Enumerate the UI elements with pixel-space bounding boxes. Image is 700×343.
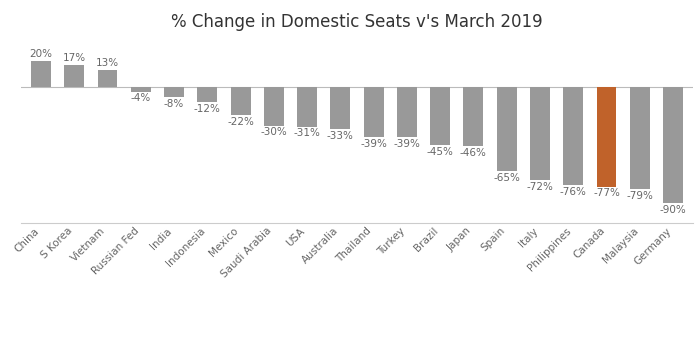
- Text: -8%: -8%: [164, 98, 184, 108]
- Text: 20%: 20%: [29, 49, 52, 59]
- Bar: [463, 87, 484, 146]
- Text: -90%: -90%: [659, 205, 687, 215]
- Bar: [197, 87, 217, 102]
- Text: -39%: -39%: [393, 139, 420, 149]
- Bar: [297, 87, 317, 127]
- Text: 17%: 17%: [63, 53, 86, 63]
- Text: -45%: -45%: [427, 146, 454, 157]
- Text: -76%: -76%: [560, 187, 587, 197]
- Text: -65%: -65%: [494, 173, 520, 182]
- Text: -4%: -4%: [131, 93, 151, 103]
- Title: % Change in Domestic Seats v's March 2019: % Change in Domestic Seats v's March 201…: [172, 13, 542, 31]
- Text: -72%: -72%: [526, 182, 554, 192]
- Bar: [430, 87, 450, 145]
- Text: -12%: -12%: [194, 104, 220, 114]
- Bar: [530, 87, 550, 180]
- Text: 13%: 13%: [96, 58, 119, 68]
- Bar: [630, 87, 650, 189]
- Bar: [31, 61, 51, 87]
- Bar: [663, 87, 683, 203]
- Bar: [230, 87, 251, 115]
- Text: -79%: -79%: [626, 191, 653, 201]
- Text: -31%: -31%: [294, 128, 321, 139]
- Bar: [330, 87, 350, 129]
- Bar: [131, 87, 150, 92]
- Bar: [564, 87, 583, 185]
- Text: -22%: -22%: [227, 117, 254, 127]
- Text: -30%: -30%: [260, 127, 287, 137]
- Text: -39%: -39%: [360, 139, 387, 149]
- Bar: [397, 87, 417, 137]
- Text: -46%: -46%: [460, 148, 487, 158]
- Bar: [596, 87, 617, 187]
- Bar: [497, 87, 517, 171]
- Text: -33%: -33%: [327, 131, 354, 141]
- Bar: [97, 70, 118, 87]
- Text: -77%: -77%: [593, 188, 620, 198]
- Bar: [64, 64, 84, 87]
- Bar: [364, 87, 384, 137]
- Bar: [264, 87, 284, 126]
- Bar: [164, 87, 184, 97]
